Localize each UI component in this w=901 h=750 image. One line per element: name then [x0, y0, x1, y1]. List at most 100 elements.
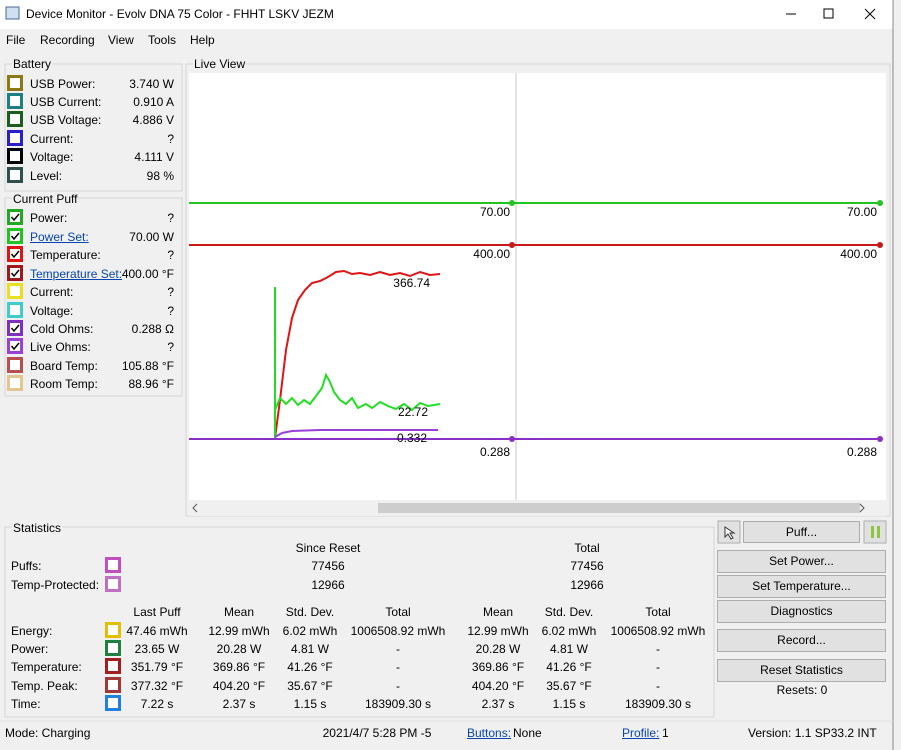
- color-swatch[interactable]: [105, 640, 121, 656]
- group-title: Statistics: [12, 521, 63, 535]
- color-swatch[interactable]: [105, 695, 121, 711]
- row-value: 4.111 V: [134, 150, 174, 164]
- row-label: Time:: [11, 697, 41, 711]
- color-swatch[interactable]: [7, 302, 23, 318]
- color-swatch[interactable]: [7, 209, 23, 225]
- color-swatch[interactable]: [7, 265, 23, 281]
- color-swatch[interactable]: [7, 148, 23, 164]
- pause-button[interactable]: [863, 520, 887, 544]
- trace-label: 70.00: [846, 205, 877, 219]
- temperature-trace: [274, 269, 441, 439]
- trace-dot: [509, 200, 515, 206]
- row-link[interactable]: Power Set:: [30, 230, 89, 244]
- color-swatch[interactable]: [7, 75, 23, 91]
- row-value: ?: [167, 211, 174, 225]
- cell: 6.02 mWh: [282, 624, 338, 638]
- row-value: 88.96 °F: [128, 377, 175, 391]
- row-value: 0.910 A: [133, 95, 174, 109]
- row-label: USB Power:: [30, 77, 96, 91]
- cell: 1006508.92 mWh: [350, 624, 446, 638]
- color-swatch[interactable]: [105, 557, 121, 573]
- menu-item[interactable]: Help: [190, 33, 215, 47]
- color-swatch[interactable]: [7, 357, 23, 373]
- cell: 369.86 °F: [212, 660, 266, 674]
- color-swatch[interactable]: [7, 167, 23, 183]
- set-power-button[interactable]: Set Power...: [717, 550, 886, 573]
- checkmark: [10, 250, 20, 259]
- checkmark: [10, 232, 20, 241]
- puff-group: [4, 197, 183, 397]
- battery-group: [4, 63, 183, 192]
- status-datetime: 2021/4/7 5:28 PM -5: [322, 726, 432, 740]
- status-link[interactable]: Profile:: [622, 726, 660, 740]
- cell: 47.46 mWh: [126, 624, 188, 638]
- color-swatch[interactable]: [7, 130, 23, 146]
- color-swatch[interactable]: [7, 93, 23, 109]
- scroll-arrows[interactable]: [192, 503, 865, 513]
- diagnostics-button[interactable]: Diagnostics: [717, 600, 886, 623]
- row-value: 98 %: [146, 169, 174, 183]
- color-swatch[interactable]: [7, 283, 23, 299]
- color-swatch[interactable]: [7, 228, 23, 244]
- record-button[interactable]: Record...: [717, 629, 886, 652]
- color-swatch[interactable]: [7, 375, 23, 391]
- checkmark: [10, 269, 20, 278]
- menu-item[interactable]: Recording: [40, 33, 95, 47]
- row-value: 0.288 Ω: [131, 322, 174, 336]
- plot-area: [189, 73, 886, 500]
- row-label: Temp. Peak:: [11, 679, 78, 693]
- cell: 369.86 °F: [471, 660, 525, 674]
- color-swatch[interactable]: [105, 622, 121, 638]
- menu-item[interactable]: File: [6, 33, 26, 47]
- row-value: ?: [167, 304, 174, 318]
- row-link[interactable]: Temperature Set:: [30, 267, 123, 281]
- menu-item[interactable]: Tools: [148, 33, 177, 47]
- status-link[interactable]: Buttons:: [467, 726, 512, 740]
- menu-item[interactable]: View: [108, 33, 134, 47]
- color-swatch[interactable]: [7, 338, 23, 354]
- color-swatch[interactable]: [7, 111, 23, 127]
- column-header: Last Puff: [133, 605, 181, 619]
- cell: 20.28 W: [216, 642, 262, 656]
- row-label: Voltage:: [30, 304, 74, 318]
- status-value: None: [513, 726, 542, 740]
- row-value: ?: [167, 285, 174, 299]
- cell: 2.37 s: [222, 697, 256, 711]
- reset-statistics-button[interactable]: Reset Statistics: [717, 659, 886, 682]
- color-swatch[interactable]: [7, 320, 23, 336]
- row-label: Temperature:: [11, 660, 82, 674]
- row-value: 105.88 °F: [121, 359, 174, 373]
- cell: -: [396, 660, 400, 674]
- trace-label: 0.332: [396, 431, 427, 445]
- close-button[interactable]: [864, 8, 876, 20]
- cell: 404.20 °F: [471, 679, 525, 693]
- column-header: Std. Dev.: [285, 605, 335, 619]
- cell: 12.99 mWh: [208, 624, 270, 638]
- puff-button[interactable]: Puff...: [743, 521, 860, 543]
- color-swatch[interactable]: [105, 677, 121, 693]
- cell: 4.81 W: [549, 642, 588, 656]
- cell: 41.26 °F: [287, 660, 333, 674]
- row-value: 400.00 °F: [121, 267, 174, 281]
- scroll-thumb[interactable]: [378, 503, 860, 513]
- row-label: Current:: [30, 132, 74, 146]
- column-header: Total: [385, 605, 411, 619]
- trace-dot: [877, 242, 883, 248]
- row-label: Level:: [30, 169, 63, 183]
- maximize-button[interactable]: [823, 8, 834, 19]
- row-label: Power:: [11, 642, 49, 656]
- set-temperature-button[interactable]: Set Temperature...: [717, 575, 886, 598]
- window-title: Device Monitor - Evolv DNA 75 Color - FH…: [26, 7, 334, 21]
- cell: -: [656, 660, 660, 674]
- trace-label: 0.288: [846, 445, 877, 459]
- color-swatch[interactable]: [7, 246, 23, 262]
- row-label: Voltage:: [30, 150, 74, 164]
- row-label: USB Voltage:: [30, 113, 102, 127]
- cell: 41.26 °F: [546, 660, 592, 674]
- color-swatch[interactable]: [105, 576, 121, 592]
- row-label: Current:: [30, 285, 74, 299]
- color-swatch[interactable]: [105, 658, 121, 674]
- row-label: Cold Ohms:: [30, 322, 94, 336]
